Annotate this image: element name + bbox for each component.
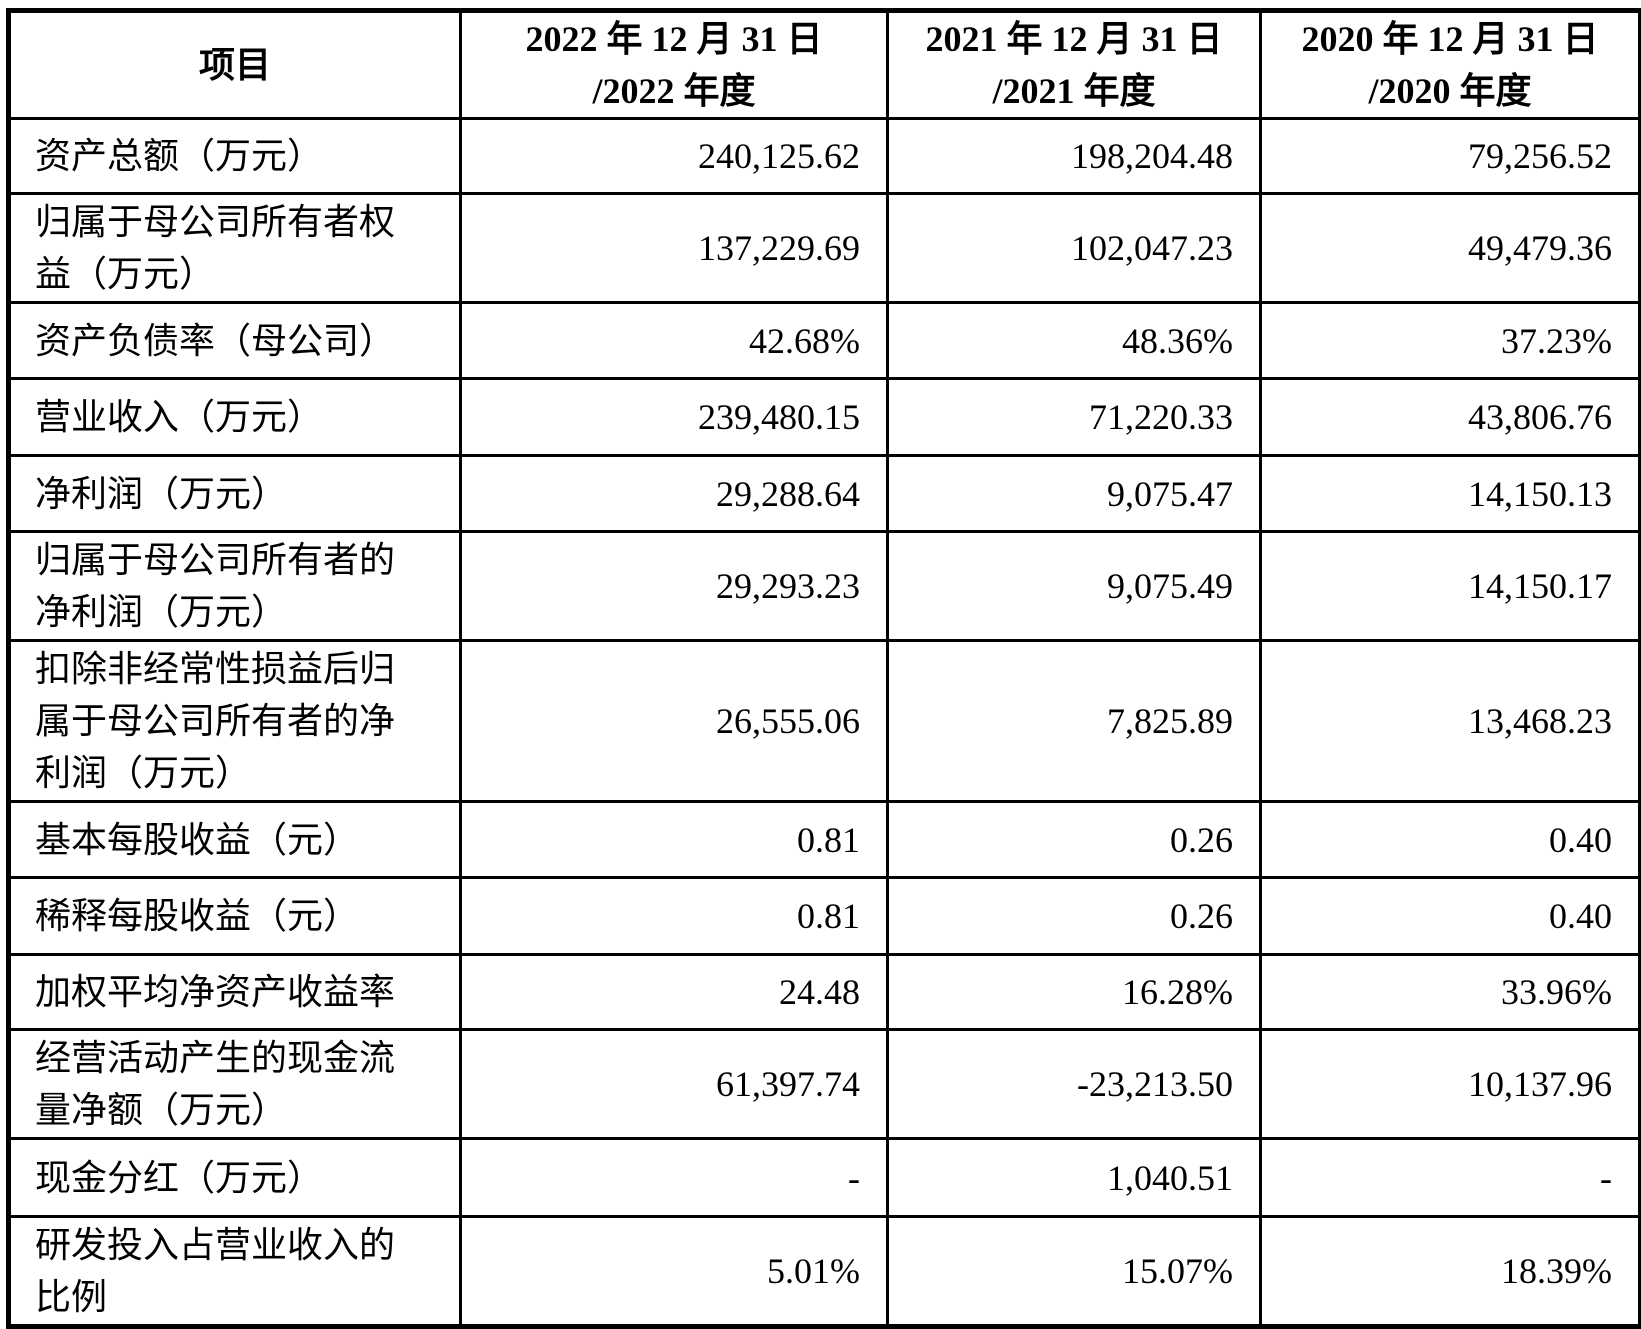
value-2021: 48.36% (886, 301, 1262, 380)
value-2021: 7,825.89 (886, 639, 1262, 803)
header-item-column: 项目 (7, 9, 462, 120)
row-label: 现金分红（万元） (7, 1137, 462, 1218)
value-2021: 16.28% (886, 953, 1262, 1031)
value-2021: 1,040.51 (886, 1137, 1262, 1218)
table-row-revenue: 营业收入（万元） 239,480.15 71,220.33 43,806.76 (7, 377, 1641, 457)
value-2021: 0.26 (886, 800, 1262, 879)
financial-summary-table-container: 项目 2022 年 12 月 31 日 /2022 年度 2021 年 12 月… (6, 8, 1641, 1329)
row-label: 基本每股收益（元） (7, 800, 462, 879)
value-2021: 9,075.49 (886, 530, 1262, 642)
table-row-parent-net-profit: 归属于母公司所有者的净利润（万元） 29,293.23 9,075.49 14,… (7, 530, 1641, 642)
table-row-debt-ratio: 资产负债率（母公司） 42.68% 48.36% 37.23% (7, 301, 1641, 380)
value-2022: 0.81 (459, 800, 889, 879)
value-2020: 43,806.76 (1259, 377, 1641, 457)
value-2022: 29,288.64 (459, 454, 889, 533)
value-2020: 33.96% (1259, 953, 1641, 1031)
value-2022: 26,555.06 (459, 639, 889, 803)
value-2020: 37.23% (1259, 301, 1641, 380)
value-2022: 240,125.62 (459, 117, 889, 195)
row-label: 资产负债率（母公司） (7, 301, 462, 380)
value-2022: 0.81 (459, 876, 889, 956)
header-period-2020-year: /2020 年度 (1368, 71, 1532, 111)
value-2021: 198,204.48 (886, 117, 1262, 195)
table-row-weighted-roe: 加权平均净资产收益率 24.48 16.28% 33.96% (7, 953, 1641, 1031)
value-2020: 49,479.36 (1259, 192, 1641, 304)
value-2021: 71,220.33 (886, 377, 1262, 457)
row-label: 营业收入（万元） (7, 377, 462, 457)
header-period-2022-year: /2022 年度 (592, 71, 756, 111)
value-2022: 239,480.15 (459, 377, 889, 457)
value-2020: 13,468.23 (1259, 639, 1641, 803)
header-period-2020: 2020 年 12 月 31 日 /2020 年度 (1259, 9, 1641, 120)
value-2021: 9,075.47 (886, 454, 1262, 533)
table-row-total-assets: 资产总额（万元） 240,125.62 198,204.48 79,256.52 (7, 117, 1641, 195)
value-2021: -23,213.50 (886, 1028, 1262, 1140)
value-2020: - (1259, 1137, 1641, 1218)
row-label: 资产总额（万元） (7, 117, 462, 195)
financial-summary-table: 项目 2022 年 12 月 31 日 /2022 年度 2021 年 12 月… (6, 8, 1641, 1329)
value-2022: 24.48 (459, 953, 889, 1031)
table-row-basic-eps: 基本每股收益（元） 0.81 0.26 0.40 (7, 800, 1641, 879)
row-label: 加权平均净资产收益率 (7, 953, 462, 1031)
table-row-diluted-eps: 稀释每股收益（元） 0.81 0.26 0.40 (7, 876, 1641, 956)
header-period-2021-year: /2021 年度 (992, 71, 1156, 111)
row-label: 研发投入占营业收入的比例 (7, 1215, 462, 1328)
value-2021: 0.26 (886, 876, 1262, 956)
value-2021: 15.07% (886, 1215, 1262, 1328)
value-2022: 61,397.74 (459, 1028, 889, 1140)
value-2022: 42.68% (459, 301, 889, 380)
value-2020: 10,137.96 (1259, 1028, 1641, 1140)
table-row-parent-equity: 归属于母公司所有者权益（万元） 137,229.69 102,047.23 49… (7, 192, 1641, 304)
header-period-2020-date: 2020 年 12 月 31 日 (1301, 19, 1599, 59)
value-2020: 0.40 (1259, 800, 1641, 879)
value-2020: 14,150.17 (1259, 530, 1641, 642)
value-2020: 0.40 (1259, 876, 1641, 956)
value-2020: 18.39% (1259, 1215, 1641, 1328)
value-2022: 5.01% (459, 1215, 889, 1328)
value-2022: - (459, 1137, 889, 1218)
value-2022: 29,293.23 (459, 530, 889, 642)
table-row-cash-dividend: 现金分红（万元） - 1,040.51 - (7, 1137, 1641, 1218)
value-2020: 14,150.13 (1259, 454, 1641, 533)
row-label: 扣除非经常性损益后归属于母公司所有者的净利润（万元） (7, 639, 462, 803)
table-row-operating-cash-flow: 经营活动产生的现金流量净额（万元） 61,397.74 -23,213.50 1… (7, 1028, 1641, 1140)
value-2020: 79,256.52 (1259, 117, 1641, 195)
header-period-2022-date: 2022 年 12 月 31 日 (525, 19, 823, 59)
header-row: 项目 2022 年 12 月 31 日 /2022 年度 2021 年 12 月… (7, 9, 1641, 120)
row-label: 归属于母公司所有者的净利润（万元） (7, 530, 462, 642)
row-label: 归属于母公司所有者权益（万元） (7, 192, 462, 304)
table-row-net-profit: 净利润（万元） 29,288.64 9,075.47 14,150.13 (7, 454, 1641, 533)
row-label: 稀释每股收益（元） (7, 876, 462, 956)
header-period-2022: 2022 年 12 月 31 日 /2022 年度 (459, 9, 889, 120)
row-label: 经营活动产生的现金流量净额（万元） (7, 1028, 462, 1140)
header-period-2021-date: 2021 年 12 月 31 日 (925, 19, 1223, 59)
row-label: 净利润（万元） (7, 454, 462, 533)
table-row-deducted-net-profit: 扣除非经常性损益后归属于母公司所有者的净利润（万元） 26,555.06 7,8… (7, 639, 1641, 803)
value-2022: 137,229.69 (459, 192, 889, 304)
header-period-2021: 2021 年 12 月 31 日 /2021 年度 (886, 9, 1262, 120)
value-2021: 102,047.23 (886, 192, 1262, 304)
table-row-rd-ratio: 研发投入占营业收入的比例 5.01% 15.07% 18.39% (7, 1215, 1641, 1328)
